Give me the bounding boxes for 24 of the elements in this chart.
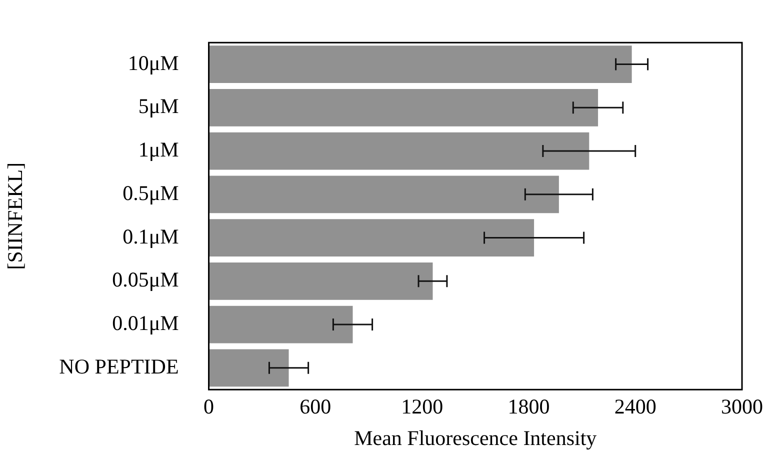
bar <box>208 89 598 126</box>
y-tick-label: 0.1μM <box>122 224 180 248</box>
y-tick-label: 0.5μM <box>122 180 180 205</box>
x-tick-label: 3000 <box>721 394 763 419</box>
bar <box>208 219 534 256</box>
bar <box>208 132 590 170</box>
x-tick-label: 2400 <box>614 394 656 419</box>
y-tick-label: NO PEPTIDE <box>59 354 179 378</box>
x-tick-label: 600 <box>300 394 332 419</box>
y-tick-label: 0.01μM <box>112 311 180 336</box>
y-tick-label: 10μM <box>128 50 180 75</box>
y-tick-label: 1μM <box>138 138 180 162</box>
bar <box>208 262 433 300</box>
x-axis-title: Mean Fluorescence Intensity <box>354 426 598 450</box>
y-axis-title: [SIINFEKL] <box>3 162 28 270</box>
bar <box>208 349 289 387</box>
y-tick-label: 5μM <box>138 94 180 118</box>
x-tick-label: 0 <box>204 394 214 419</box>
bar <box>208 176 559 214</box>
bar <box>208 46 632 83</box>
y-tick-label: 0.05μM <box>112 268 180 292</box>
bar <box>208 306 353 344</box>
x-tick-label: 1800 <box>508 394 550 419</box>
x-tick-label: 1200 <box>401 394 444 419</box>
